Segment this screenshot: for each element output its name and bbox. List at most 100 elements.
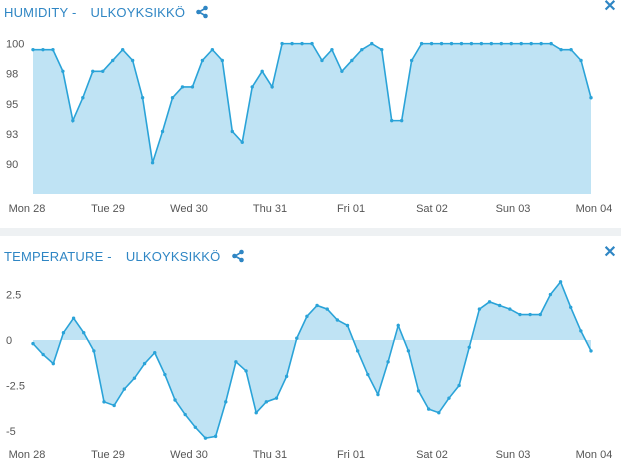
humidity-data-point [51,47,55,52]
temperature-data-point [274,396,279,400]
humidity-data-point [81,96,85,100]
temperature-data-point [396,323,400,328]
humidity-x-tick-label: Fri 01 [337,203,365,215]
humidity-y-tick-label: 93 [6,129,18,141]
humidity-data-point [409,58,414,63]
humidity-data-point [340,69,344,73]
share-icon[interactable] [195,5,209,19]
temperature-data-point [61,331,66,335]
temperature-data-point [518,312,522,317]
humidity-header: HUMIDITY - ULKOYKSIKKÖ [4,2,209,22]
temperature-data-point [477,307,482,311]
temperature-data-point [355,349,360,353]
humidity-data-point [91,69,95,73]
humidity-data-point [519,41,523,46]
temperature-data-point [548,292,553,297]
humidity-data-point [529,41,533,46]
humidity-data-point [270,85,274,89]
temperature-y-tick-label: 2.5 [6,290,21,302]
humidity-data-point [539,41,543,46]
humidity-data-point [41,47,45,52]
temperature-data-point [112,403,116,408]
humidity-data-point [439,41,444,46]
temperature-data-point [508,307,512,311]
humidity-chart: 100 98 95 93 90 Mon 28 Tue 29 Wed 30 Thu 31 Fri 0… [6,39,613,215]
temperature-x-tick-label: Sun 03 [496,449,531,461]
temperature-data-point [437,411,441,415]
temperature-data-point [386,360,390,364]
temperature-area-fill [33,281,591,439]
humidity-x-tick-label: Mon 04 [576,203,613,215]
humidity-data-point [190,85,195,89]
humidity-y-tick-label: 98 [6,69,18,81]
temperature-data-point [376,392,380,397]
humidity-x-tick-label: Sat 02 [416,203,448,215]
humidity-data-point [579,58,583,63]
temperature-data-point [538,312,542,317]
temperature-data-point [467,345,471,349]
temperature-data-point [315,303,319,308]
temperature-data-point [325,307,329,311]
humidity-data-point [111,58,115,63]
humidity-data-point [180,85,185,89]
temperature-data-point [426,407,431,411]
humidity-data-point [310,41,314,46]
temperature-data-point [589,349,593,353]
temperature-data-point [569,305,573,309]
humidity-y-tick-label: 95 [6,99,18,111]
humidity-data-point [360,47,364,52]
temperature-data-point [142,361,147,366]
humidity-y-tick-label: 100 [6,39,24,51]
humidity-data-point [370,41,374,46]
temperature-x-tick-label: Sat 02 [416,449,448,461]
humidity-data-point [61,69,65,73]
temperature-data-point [163,372,167,377]
humidity-data-point [380,47,384,52]
humidity-data-point [31,47,35,52]
humidity-y-tick-label: 90 [6,159,18,171]
humidity-data-point [419,41,424,46]
humidity-data-point [220,58,225,63]
humidity-title: HUMIDITY - [4,4,77,20]
close-icon[interactable]: ✕ [603,0,617,15]
temperature-data-point [497,303,502,308]
temperature-data-point [558,280,563,284]
humidity-data-point [130,58,135,63]
humidity-data-point [489,41,494,46]
humidity-x-tick-label: Mon 28 [9,203,46,215]
temperature-data-point [213,434,218,439]
humidity-data-point [390,118,394,123]
temperature-x-tick-label: Mon 04 [576,449,613,461]
temperature-data-point [447,396,451,400]
temperature-series-line [32,280,592,440]
humidity-data-point [240,140,244,144]
humidity-data-point [280,41,284,46]
humidity-data-point [499,41,504,46]
humidity-data-point [399,118,404,123]
temperature-data-point [203,436,208,440]
temperature-data-point [193,425,198,429]
temperature-data-point [102,400,106,404]
humidity-data-point [589,96,593,100]
temperature-data-point [71,316,76,320]
humidity-data-point [170,96,175,100]
temperature-data-point [487,300,492,304]
humidity-data-point [350,58,354,63]
temperature-x-tick-label: Mon 28 [9,449,46,461]
close-icon[interactable]: ✕ [603,244,617,261]
humidity-data-point [300,41,304,46]
humidity-data-point [449,41,454,46]
temperature-y-tick-label: -5 [6,426,16,438]
temperature-chart: 2.5 0 -2.5 -5 Mon 28 Tue 29 Wed 30 Thu 31 Fri 01… [6,280,613,461]
humidity-data-point [459,41,464,46]
humidity-x-tick-label: Thu 31 [253,203,287,215]
humidity-data-point [509,41,513,46]
temperature-y-tick-label: -2.5 [6,380,25,392]
share-icon[interactable] [231,249,245,263]
temperature-data-point [244,369,248,373]
temperature-data-point [92,349,96,353]
temperature-data-point [82,331,86,335]
humidity-data-point [210,47,215,52]
temperature-data-point [183,412,187,417]
humidity-data-point [101,69,105,73]
